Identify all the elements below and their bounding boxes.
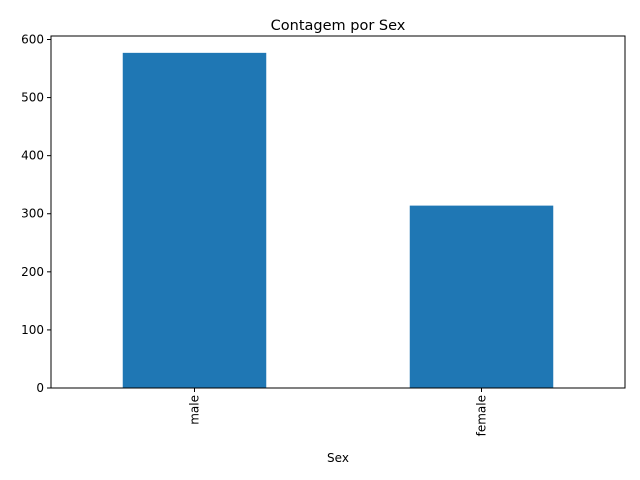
- y-tick-label: 200: [21, 265, 44, 279]
- bar-male: [122, 52, 267, 389]
- x-axis: male female: [188, 388, 489, 436]
- x-tick-label-female: female: [475, 395, 489, 436]
- bar-female: [409, 205, 554, 388]
- chart-title: Contagem por Sex: [271, 18, 406, 34]
- x-axis-label: Sex: [327, 451, 349, 465]
- plot-area-frame: [50, 35, 626, 389]
- y-tick-label: 100: [21, 323, 44, 337]
- y-tick-label: 500: [21, 91, 44, 105]
- y-tick-label: 400: [21, 149, 44, 163]
- y-tick-label: 300: [21, 207, 44, 221]
- bars-group: [122, 52, 554, 389]
- y-tick-label: 600: [21, 32, 44, 46]
- y-axis: 0 100 200 300 400 500 600: [21, 32, 51, 395]
- y-tick-label: 0: [36, 381, 44, 395]
- x-tick-label-male: male: [188, 395, 202, 425]
